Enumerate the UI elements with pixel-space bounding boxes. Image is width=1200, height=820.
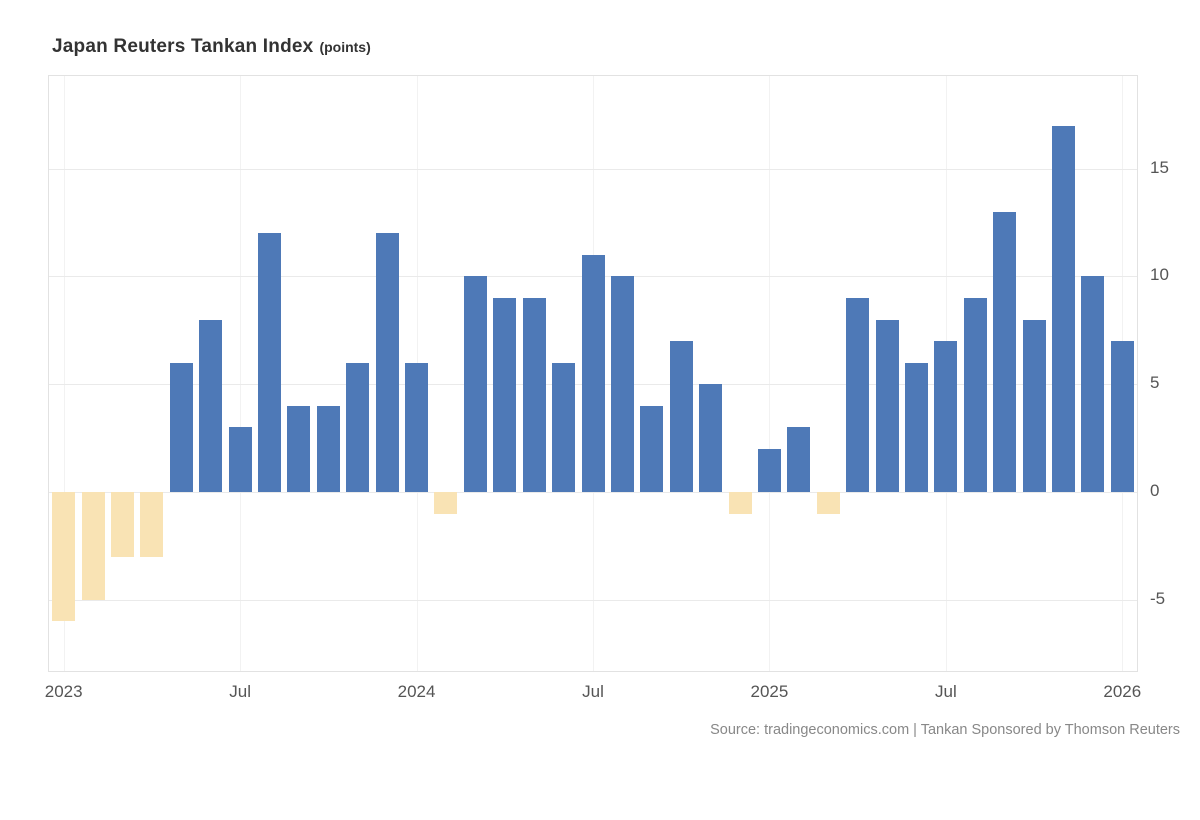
bar-dec-2025[interactable] — [1081, 276, 1105, 493]
bar-feb-2024[interactable] — [434, 492, 458, 514]
bar-may-2024[interactable] — [522, 298, 546, 493]
v-gridline — [769, 76, 771, 671]
bar-oct-2024[interactable] — [669, 341, 693, 493]
bar-dec-2024[interactable] — [728, 492, 752, 514]
bar-jun-2025[interactable] — [904, 362, 928, 493]
chart-units-label: (points) — [319, 39, 371, 55]
bar-nov-2023[interactable] — [346, 362, 370, 493]
bar-mar-2023[interactable] — [111, 492, 134, 557]
bar-jul-2024[interactable] — [581, 254, 605, 493]
bar-apr-2024[interactable] — [493, 298, 517, 493]
plot-area — [48, 75, 1138, 672]
bar-jan-2025[interactable] — [757, 448, 781, 493]
h-gridline — [49, 599, 1137, 601]
x-tick-label-2026: 2026 — [1103, 682, 1142, 701]
x-tick-label-jul: Jul — [582, 682, 604, 701]
bar-feb-2025[interactable] — [787, 427, 811, 493]
bar-feb-2023[interactable] — [81, 492, 105, 600]
bar-jan-2026[interactable] — [1110, 341, 1134, 493]
y-tick-label: 10 — [1150, 265, 1169, 285]
bar-aug-2024[interactable] — [610, 276, 634, 493]
chart-title: Japan Reuters Tankan Index — [52, 36, 314, 57]
bar-sep-2024[interactable] — [640, 405, 664, 493]
bar-nov-2025[interactable] — [1051, 125, 1075, 493]
bar-nov-2024[interactable] — [699, 384, 723, 493]
y-tick-label: -5 — [1150, 588, 1166, 608]
bar-apr-2023[interactable] — [140, 492, 164, 557]
bar-jan-2024[interactable] — [405, 362, 429, 493]
bar-mar-2025[interactable] — [816, 492, 840, 514]
x-tick-label-2023: 2023 — [44, 682, 83, 701]
bar-may-2023[interactable] — [169, 362, 193, 493]
bar-jun-2023[interactable] — [199, 319, 223, 493]
y-tick-label: 15 — [1150, 157, 1169, 177]
bar-aug-2025[interactable] — [963, 298, 987, 493]
bar-sep-2025[interactable] — [993, 211, 1017, 493]
bar-aug-2023[interactable] — [258, 233, 282, 493]
bar-sep-2023[interactable] — [287, 405, 311, 493]
bar-jan-2023[interactable] — [52, 492, 76, 622]
bar-jun-2024[interactable] — [552, 362, 576, 493]
x-tick-label-jul: Jul — [934, 682, 957, 701]
bar-dec-2023[interactable] — [375, 233, 399, 493]
bar-mar-2024[interactable] — [463, 276, 487, 493]
v-gridline — [63, 76, 65, 671]
bar-may-2025[interactable] — [875, 319, 899, 493]
v-gridline — [240, 76, 242, 671]
chart-title-row: Japan Reuters Tankan Index (points) — [52, 36, 371, 58]
bar-jul-2025[interactable] — [934, 341, 958, 493]
y-tick-label: 0 — [1150, 481, 1160, 501]
x-tick-label-jul: Jul — [229, 682, 251, 701]
bar-oct-2023[interactable] — [316, 405, 340, 493]
y-tick-label: 5 — [1150, 373, 1160, 393]
h-gridline — [49, 168, 1137, 170]
x-tick-label-2024: 2024 — [397, 682, 436, 701]
bar-oct-2025[interactable] — [1022, 319, 1046, 493]
x-tick-label-2025: 2025 — [750, 682, 789, 701]
bar-apr-2025[interactable] — [846, 298, 870, 493]
h-gridline — [49, 492, 1137, 494]
bar-jul-2023[interactable] — [228, 427, 252, 493]
source-credit: Source: tradingeconomics.com | Tankan Sp… — [710, 722, 1180, 738]
